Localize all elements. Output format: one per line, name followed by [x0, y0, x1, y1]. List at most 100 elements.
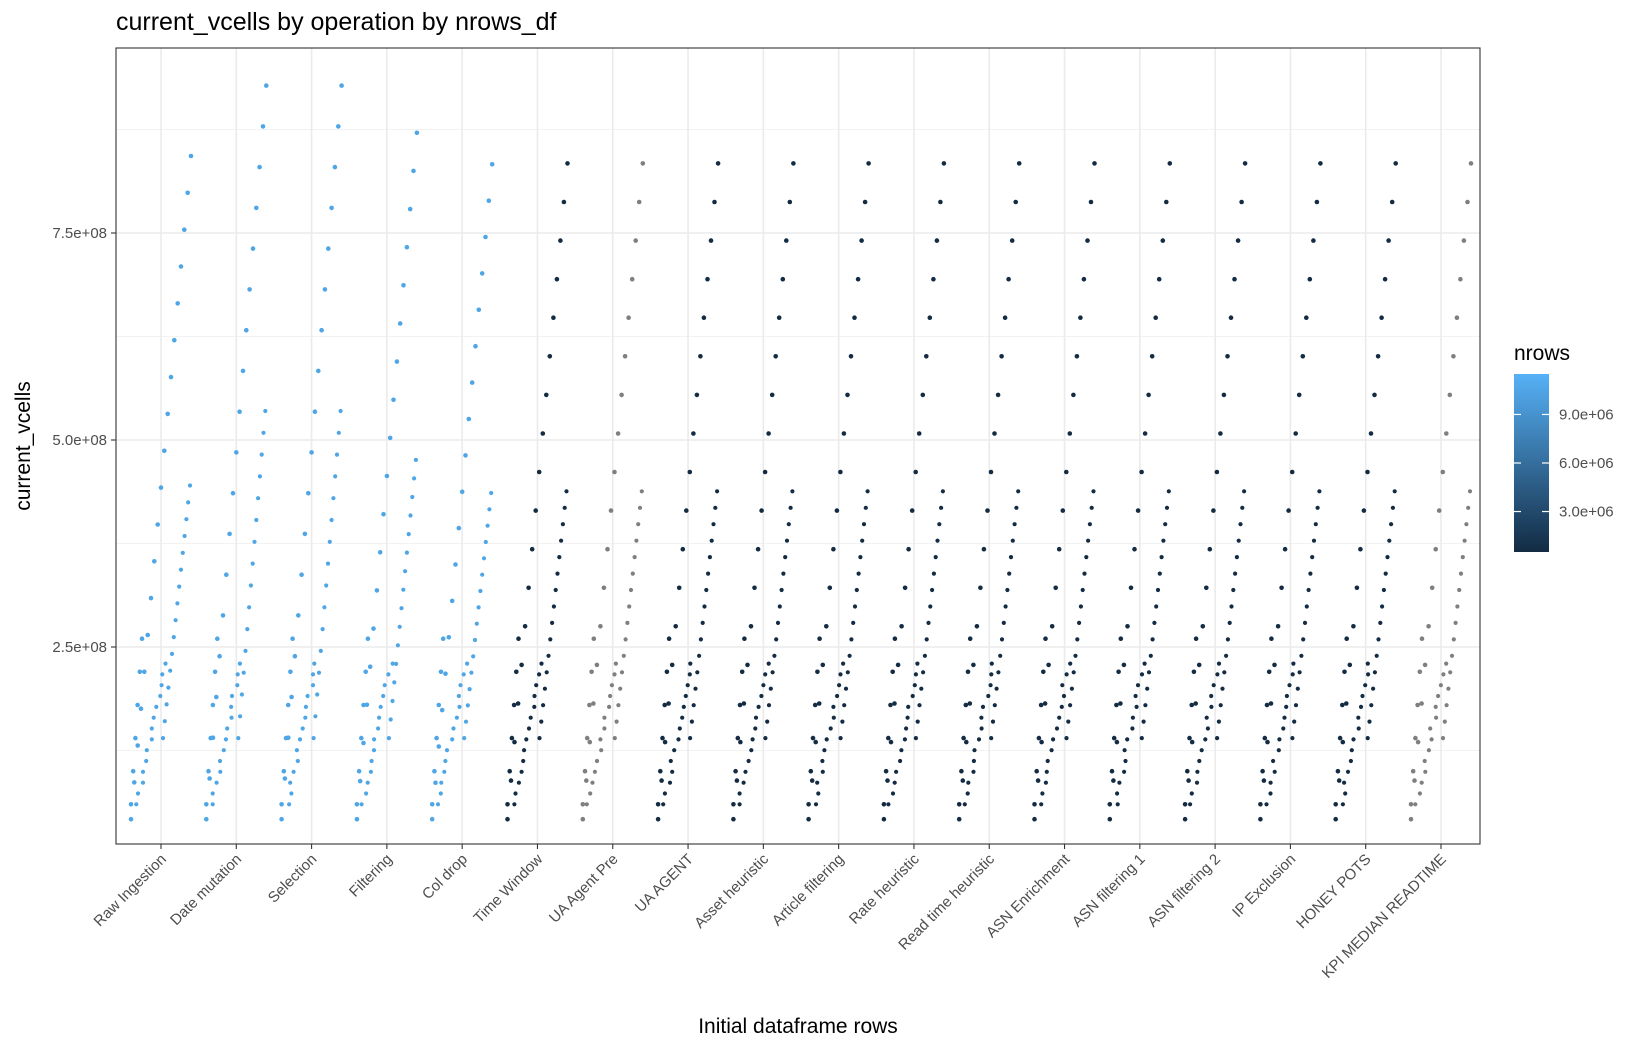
data-point: [1455, 604, 1460, 609]
data-point: [1291, 661, 1296, 666]
data-point: [1340, 802, 1345, 807]
data-point: [554, 276, 560, 282]
data-point: [315, 692, 320, 697]
data-point: [886, 735, 891, 741]
data-point: [234, 450, 239, 455]
data-point: [902, 737, 908, 742]
data-point: [257, 474, 262, 479]
data-point: [329, 517, 334, 523]
data-point: [731, 816, 736, 822]
data-point: [541, 703, 546, 708]
data-point: [247, 605, 252, 610]
data-point: [1229, 604, 1234, 609]
data-point: [1130, 715, 1135, 720]
data-point: [1408, 816, 1414, 822]
data-point: [731, 802, 736, 807]
data-point: [217, 653, 222, 659]
data-point: [919, 686, 924, 691]
data-point: [1204, 585, 1209, 591]
data-point: [738, 739, 743, 745]
data-point: [840, 719, 845, 724]
data-point: [697, 653, 702, 658]
data-point: [229, 693, 235, 699]
data-point: [1199, 748, 1204, 753]
data-point: [1082, 571, 1087, 576]
major-gridlines: [116, 48, 1480, 844]
data-point: [1064, 736, 1069, 741]
data-point: [815, 780, 820, 785]
data-point: [164, 702, 169, 707]
data-point: [694, 392, 700, 398]
data-point: [1380, 604, 1385, 609]
data-point: [371, 748, 377, 753]
data-point: [885, 778, 890, 783]
data-point: [787, 199, 793, 205]
data-point: [1290, 672, 1295, 677]
data-point: [1077, 620, 1082, 626]
data-point: [594, 662, 600, 668]
data-point: [221, 748, 226, 753]
data-point: [229, 715, 234, 720]
data-point: [1115, 791, 1120, 796]
data-point: [1203, 737, 1208, 742]
x-tick-label: HONEY POTS: [1293, 851, 1374, 932]
data-point: [1125, 624, 1130, 629]
data-point: [250, 561, 255, 566]
data-point: [172, 337, 177, 343]
data-point: [1069, 686, 1074, 691]
data-point: [1132, 546, 1137, 552]
data-point: [357, 778, 363, 784]
data-point: [245, 627, 250, 632]
data-point: [550, 620, 555, 626]
data-point: [601, 585, 607, 591]
data-point: [655, 802, 661, 807]
data-point: [235, 683, 240, 688]
data-point: [1337, 735, 1343, 741]
data-point: [1367, 719, 1372, 724]
data-point: [1240, 505, 1245, 510]
y-tick-label: 7.5e+08: [52, 225, 107, 242]
data-point: [521, 758, 526, 764]
data-point: [160, 736, 166, 741]
data-point: [865, 489, 870, 494]
data-point: [926, 620, 931, 626]
data-point: [256, 496, 261, 501]
data-point: [1045, 758, 1050, 764]
data-point: [1372, 392, 1377, 398]
data-point: [505, 802, 510, 807]
data-point: [1130, 726, 1135, 731]
data-point: [295, 758, 300, 764]
data-point: [812, 702, 818, 708]
data-point: [1216, 661, 1222, 666]
data-point: [1304, 604, 1309, 609]
data-point: [1287, 683, 1292, 688]
data-point: [709, 538, 714, 543]
data-point: [924, 637, 929, 642]
data-point: [149, 726, 154, 731]
data-point: [180, 550, 185, 556]
data-point: [1447, 392, 1453, 398]
data-point: [1128, 585, 1134, 591]
data-point: [436, 702, 442, 708]
data-point: [636, 199, 642, 205]
data-point: [605, 546, 610, 552]
data-point: [915, 719, 920, 724]
data-point: [1088, 199, 1094, 205]
data-point: [1111, 778, 1116, 783]
data-point: [505, 816, 510, 822]
data-point: [404, 244, 410, 250]
data-point: [1282, 546, 1288, 552]
data-point: [513, 791, 518, 796]
data-point: [623, 637, 628, 642]
data-point: [1311, 538, 1317, 543]
data-point: [1368, 431, 1374, 436]
data-point: [753, 726, 758, 731]
data-point: [223, 737, 228, 742]
data-point: [772, 653, 777, 658]
data-point: [848, 354, 854, 359]
data-point: [962, 802, 967, 807]
data-point: [134, 802, 139, 807]
x-tick-label: IP Exclusion: [1229, 851, 1299, 921]
data-point: [1042, 701, 1048, 706]
